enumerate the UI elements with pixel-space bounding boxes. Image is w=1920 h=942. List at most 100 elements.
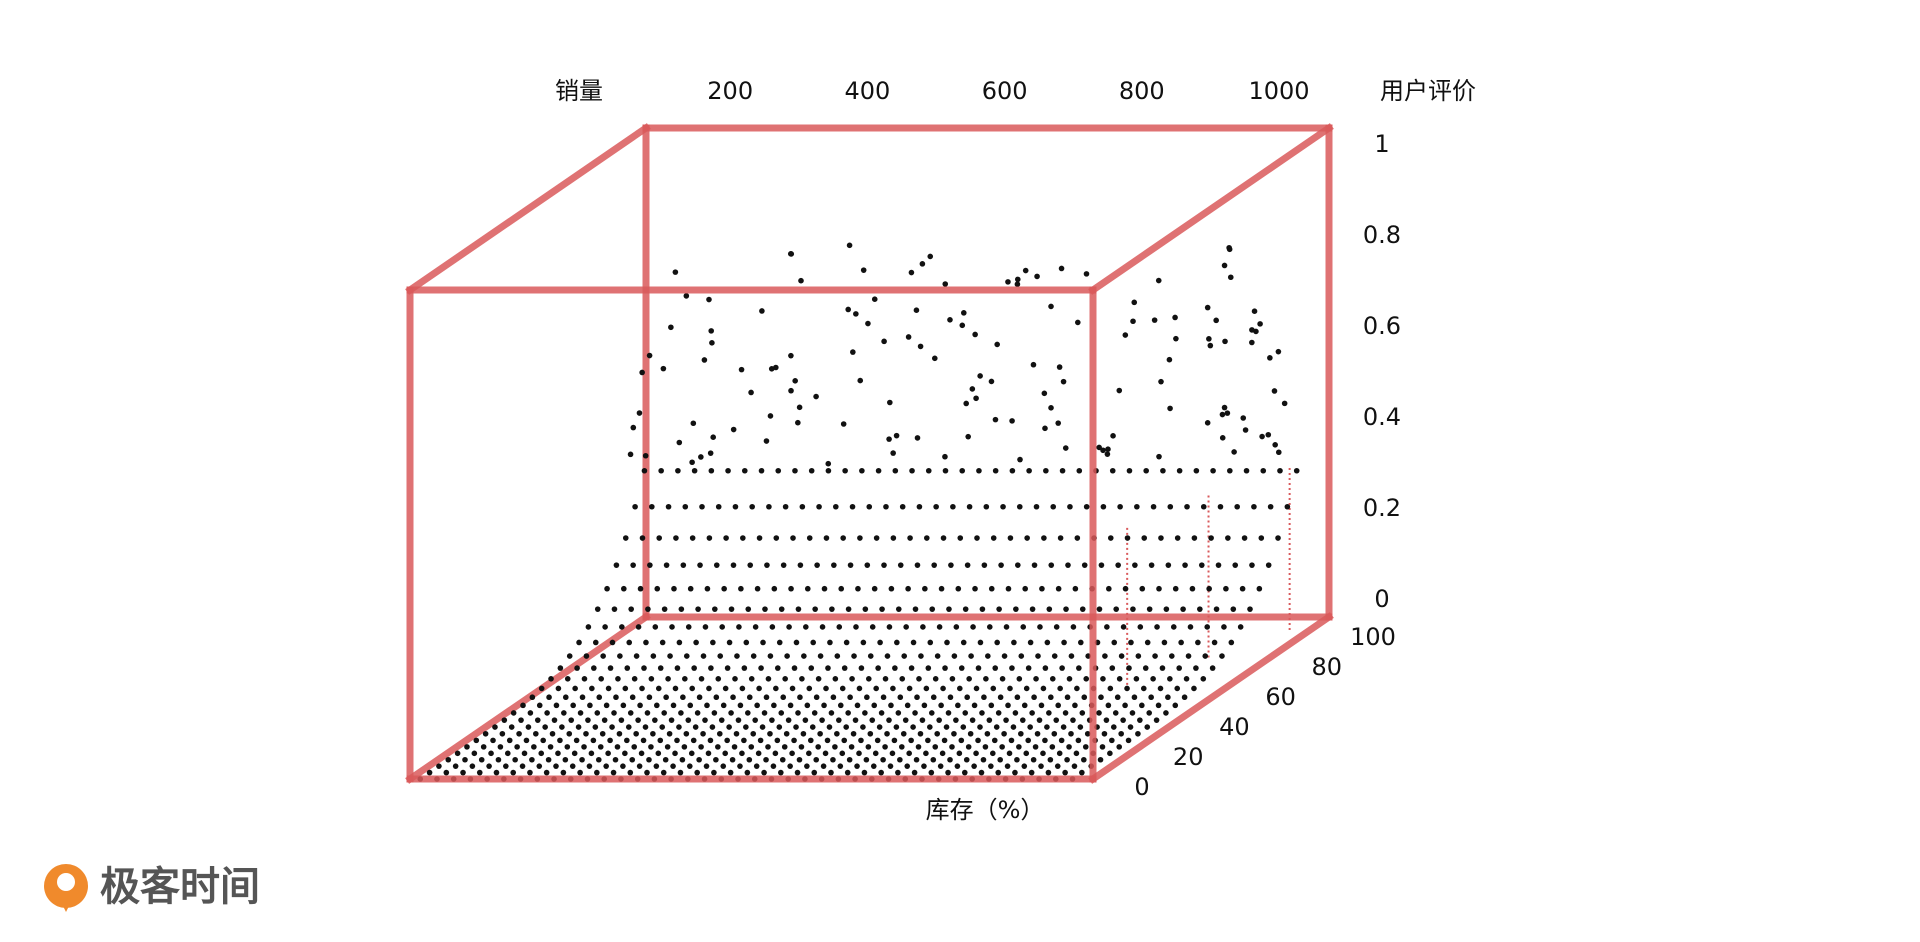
point xyxy=(870,763,877,769)
point xyxy=(808,665,815,671)
point xyxy=(709,724,716,730)
point xyxy=(602,624,608,630)
point xyxy=(1146,606,1153,612)
point xyxy=(901,653,908,659)
point xyxy=(512,756,518,763)
point xyxy=(846,242,853,249)
point xyxy=(600,653,606,659)
point xyxy=(557,665,564,671)
point xyxy=(1055,420,1062,426)
point xyxy=(790,535,796,541)
point xyxy=(1204,420,1211,426)
point xyxy=(1033,503,1040,510)
point xyxy=(585,624,592,630)
point xyxy=(746,694,753,701)
point xyxy=(860,639,867,646)
point xyxy=(1044,639,1051,646)
point xyxy=(864,694,870,701)
point xyxy=(1017,456,1023,463)
point xyxy=(1022,585,1028,592)
point xyxy=(1144,639,1151,646)
point xyxy=(1267,355,1273,361)
point xyxy=(1038,763,1044,769)
point xyxy=(925,467,932,474)
point xyxy=(848,744,855,750)
point xyxy=(672,685,679,692)
point xyxy=(964,694,970,701)
point xyxy=(844,769,851,776)
point xyxy=(802,717,809,723)
point xyxy=(741,737,747,744)
point xyxy=(577,769,583,776)
point xyxy=(884,730,890,737)
x-tick-label: 600 xyxy=(982,77,1028,105)
point xyxy=(793,724,799,730)
point xyxy=(656,535,663,541)
point xyxy=(957,685,963,692)
point xyxy=(1137,624,1144,630)
point xyxy=(690,737,697,744)
point xyxy=(781,744,788,750)
point xyxy=(711,710,718,716)
point xyxy=(1174,685,1181,692)
point xyxy=(520,702,526,709)
point xyxy=(853,624,859,630)
point xyxy=(988,702,995,709)
point xyxy=(850,730,857,737)
point xyxy=(1042,665,1049,671)
point xyxy=(1022,267,1029,274)
point xyxy=(994,341,1000,348)
point xyxy=(930,694,937,701)
point xyxy=(883,503,889,510)
point xyxy=(1161,639,1168,646)
point xyxy=(852,717,859,723)
point xyxy=(1174,535,1181,541)
point xyxy=(878,769,884,776)
point xyxy=(914,435,921,441)
point xyxy=(1100,503,1107,510)
point xyxy=(897,562,904,568)
point xyxy=(1021,763,1028,769)
point xyxy=(1062,769,1068,776)
point xyxy=(1187,624,1194,630)
point xyxy=(899,675,906,682)
point xyxy=(912,606,919,612)
point xyxy=(592,724,599,730)
point xyxy=(454,750,461,757)
point xyxy=(581,675,588,682)
point xyxy=(888,702,894,709)
point xyxy=(923,685,930,692)
point xyxy=(705,750,712,757)
point xyxy=(857,377,864,384)
point xyxy=(653,763,660,769)
point xyxy=(1053,717,1060,723)
point xyxy=(1204,624,1211,630)
point xyxy=(1206,336,1212,342)
point xyxy=(1200,503,1207,510)
point xyxy=(605,685,612,692)
point xyxy=(1215,562,1222,568)
point xyxy=(1185,653,1192,659)
point xyxy=(969,386,976,392)
point xyxy=(687,702,694,709)
point xyxy=(800,730,807,737)
point xyxy=(1173,335,1179,342)
point xyxy=(951,653,958,659)
point xyxy=(1131,694,1138,701)
point xyxy=(1048,694,1054,701)
point xyxy=(836,717,842,723)
point xyxy=(710,639,716,646)
point xyxy=(1079,710,1086,716)
point xyxy=(863,756,870,763)
point xyxy=(676,439,683,446)
point xyxy=(1035,653,1041,659)
point xyxy=(622,685,629,692)
point xyxy=(1204,304,1211,311)
point xyxy=(963,400,969,407)
point xyxy=(997,756,1003,763)
box-edge xyxy=(1088,612,1334,784)
point xyxy=(594,769,600,776)
point xyxy=(636,410,643,416)
point xyxy=(1221,404,1228,411)
point xyxy=(862,606,869,612)
